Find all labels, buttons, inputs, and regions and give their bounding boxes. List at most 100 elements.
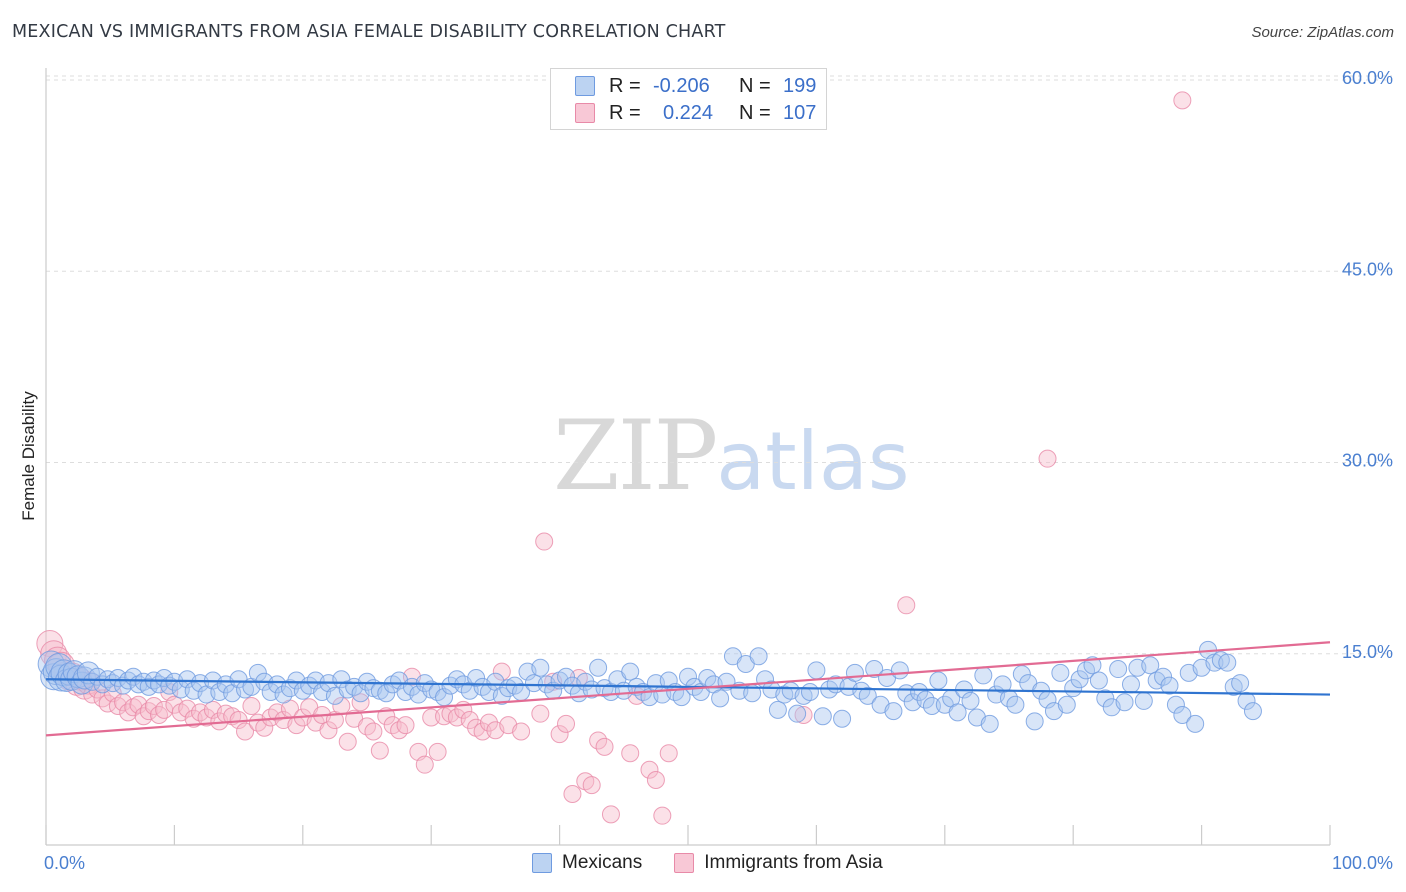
mexican-point bbox=[377, 684, 396, 703]
mexican-point bbox=[1083, 656, 1102, 675]
mexican-point bbox=[358, 672, 376, 691]
mexican-point bbox=[467, 668, 486, 687]
asia-point bbox=[479, 713, 498, 732]
mexican-point bbox=[83, 672, 102, 691]
mexican-point bbox=[1166, 695, 1185, 714]
mexican-point bbox=[800, 683, 819, 701]
r-label: R = bbox=[609, 74, 641, 97]
mexican-point bbox=[929, 671, 948, 690]
mexican-point bbox=[1089, 671, 1108, 690]
series-legend: Mexicans Immigrants from Asia bbox=[532, 852, 915, 874]
asia-legend-label: Immigrants from Asia bbox=[704, 852, 883, 873]
source-label: Source: ZipAtlas.com bbox=[1251, 24, 1394, 41]
mexican-point bbox=[974, 666, 993, 685]
y-tick-label: 30.0% bbox=[1342, 451, 1393, 471]
asia-point bbox=[93, 689, 112, 708]
mexican-point bbox=[210, 683, 229, 701]
asia-point bbox=[149, 705, 168, 724]
asia-point bbox=[242, 697, 261, 716]
mexican-point bbox=[711, 689, 730, 708]
asia-point bbox=[236, 722, 255, 741]
mexican-point bbox=[961, 691, 980, 710]
trend-layer bbox=[45, 641, 1331, 737]
watermark-zip: ZIP bbox=[553, 400, 718, 512]
asia-point bbox=[370, 741, 389, 760]
mexican-point bbox=[524, 674, 543, 693]
mexicans-swatch bbox=[575, 76, 595, 96]
mexican-point bbox=[1237, 691, 1256, 710]
asia-r-value: 0.224 bbox=[663, 101, 714, 124]
mexican-point bbox=[114, 676, 133, 695]
correlation-legend: R = -0.206 N = 199 R = 0.224 N = 107 bbox=[550, 68, 827, 130]
mexican-point bbox=[1154, 667, 1173, 686]
mexican-point bbox=[813, 707, 832, 726]
mexican-point bbox=[1121, 675, 1140, 694]
axis-layer bbox=[45, 68, 1331, 846]
asia-point bbox=[338, 732, 357, 751]
mexican-point bbox=[916, 690, 935, 709]
asia-point bbox=[473, 722, 492, 741]
n-label: N = bbox=[739, 74, 771, 97]
n-label: N = bbox=[739, 101, 771, 124]
asia-point bbox=[422, 708, 441, 727]
asia-point bbox=[98, 694, 117, 713]
asia-point bbox=[640, 760, 659, 779]
asia-point bbox=[129, 695, 148, 714]
mexican-point bbox=[1218, 653, 1237, 672]
mexican-point bbox=[441, 676, 460, 695]
asia-point bbox=[184, 709, 203, 728]
asia-point bbox=[415, 755, 434, 774]
asia-point bbox=[531, 704, 550, 723]
mexican-point bbox=[807, 661, 826, 680]
asia-point bbox=[794, 705, 813, 724]
x-tick-label: 0.0% bbox=[44, 853, 85, 873]
asia-point bbox=[601, 805, 620, 824]
mexican-point bbox=[1025, 712, 1044, 731]
mexican-point bbox=[948, 703, 967, 722]
mexican-point bbox=[103, 674, 122, 693]
y-axis-title: Female Disability bbox=[19, 391, 38, 521]
mexican-point bbox=[1160, 676, 1179, 695]
asia-point bbox=[1038, 449, 1057, 468]
asia-point bbox=[144, 697, 163, 716]
asia-point bbox=[550, 725, 569, 744]
mexican-point bbox=[910, 683, 929, 701]
asia-point bbox=[653, 806, 672, 825]
asia-point bbox=[119, 703, 138, 722]
mexicans-legend-swatch bbox=[532, 853, 552, 873]
asia-point bbox=[595, 737, 614, 756]
asia-point bbox=[582, 776, 601, 795]
mexican-point bbox=[1186, 714, 1205, 733]
y-tick-label: 45.0% bbox=[1342, 259, 1393, 279]
asia-point bbox=[319, 721, 338, 740]
mexican-point bbox=[659, 671, 678, 690]
mexican-point bbox=[1051, 663, 1070, 682]
mexican-point bbox=[833, 709, 852, 728]
mexican-point bbox=[788, 704, 807, 723]
asia-point bbox=[396, 716, 415, 735]
mexican-point bbox=[1134, 691, 1153, 710]
legend-item-mexicans[interactable]: Mexicans bbox=[532, 852, 642, 874]
mexican-point bbox=[865, 660, 884, 679]
asia-point bbox=[428, 742, 447, 761]
y-tick-label: 60.0% bbox=[1342, 68, 1393, 88]
legend-item-asia[interactable]: Immigrants from Asia bbox=[674, 852, 883, 874]
asia-point bbox=[621, 744, 640, 763]
asia-point bbox=[492, 662, 511, 681]
mexican-point bbox=[531, 658, 550, 677]
x-tick-label: 100.0% bbox=[1332, 853, 1393, 873]
y-tick-label: 15.0% bbox=[1342, 642, 1393, 662]
grid-layer bbox=[46, 75, 1392, 655]
asia-point bbox=[1173, 91, 1192, 110]
asia-point bbox=[589, 731, 608, 750]
mexican-point bbox=[589, 658, 608, 677]
mexican-point bbox=[492, 686, 511, 705]
asia-points-layer bbox=[36, 91, 1192, 825]
asia-point bbox=[659, 744, 678, 763]
asia-point bbox=[139, 702, 158, 721]
watermark: ZIPatlas bbox=[553, 400, 910, 512]
mexican-point bbox=[1231, 674, 1250, 693]
asia-trend-line bbox=[45, 641, 1331, 737]
legend-row-mexicans: R = -0.206 N = 199 bbox=[575, 73, 816, 99]
asia-legend-swatch bbox=[674, 853, 695, 873]
